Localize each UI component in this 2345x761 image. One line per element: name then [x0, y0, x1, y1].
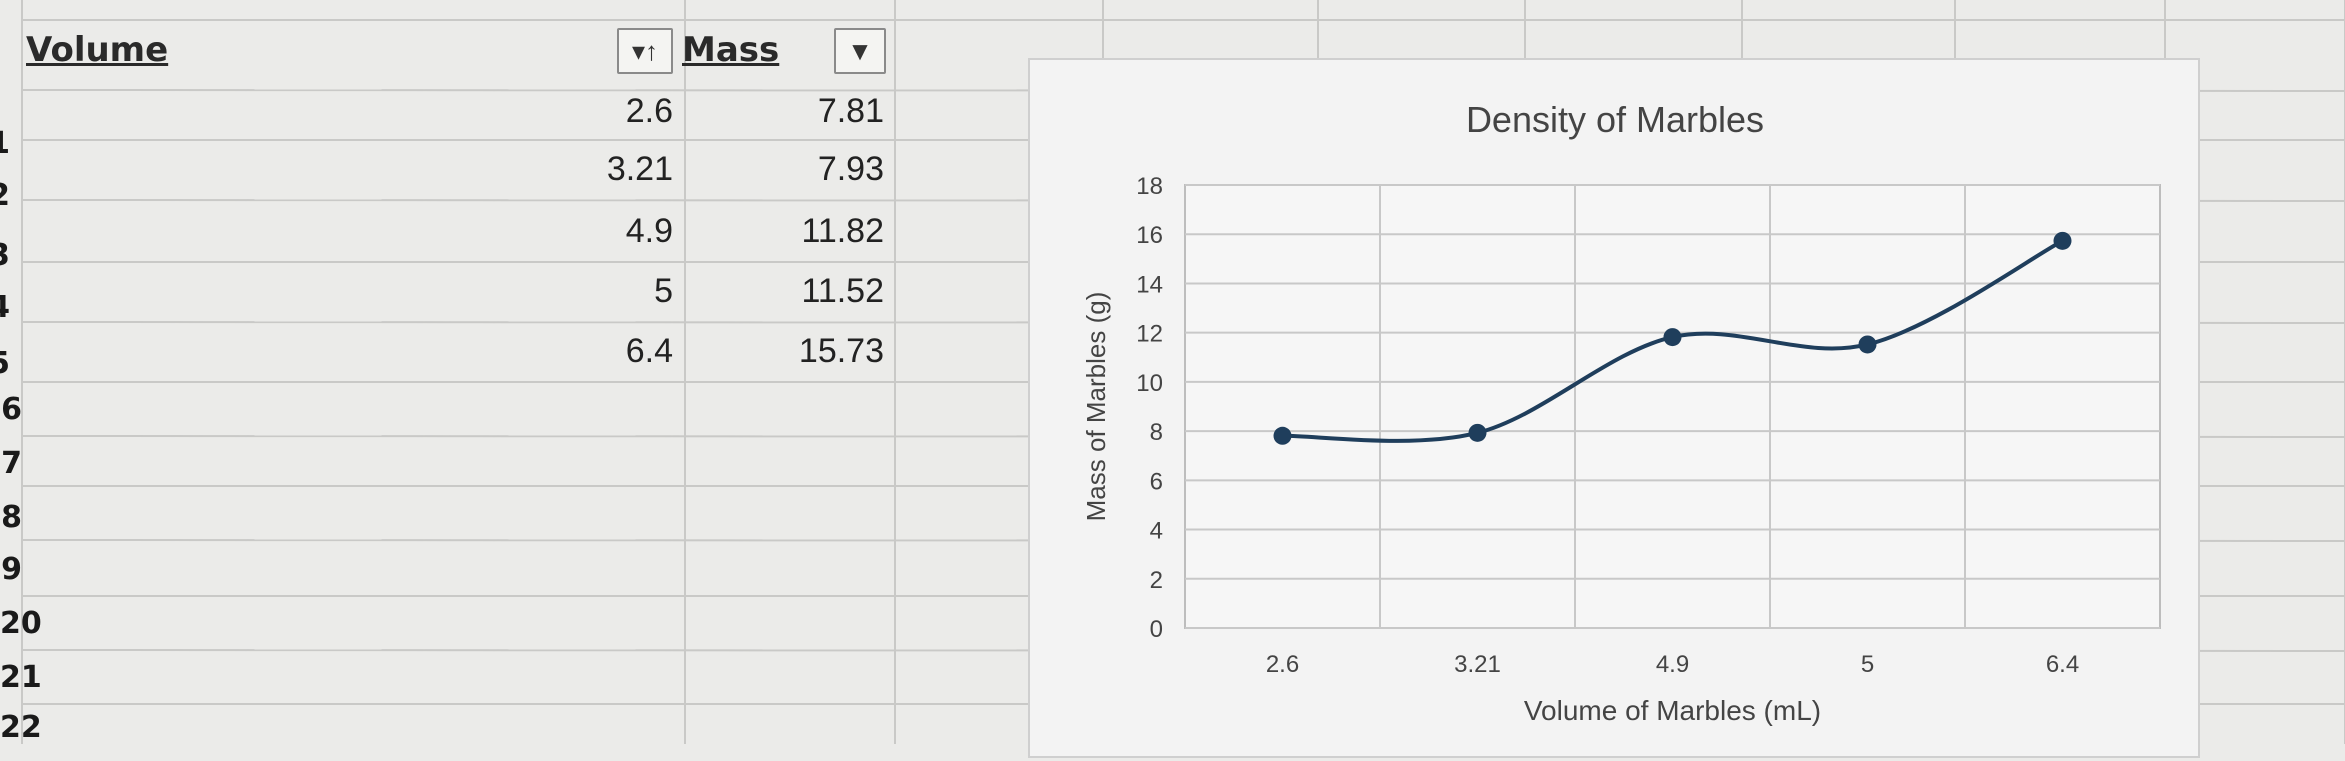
- data-point[interactable]: [1273, 426, 1292, 445]
- row-number[interactable]: 9: [1, 552, 22, 587]
- volume-cell[interactable]: 5: [654, 272, 673, 310]
- row-number[interactable]: 22: [0, 710, 42, 745]
- x-tick-label: 3.21: [1454, 651, 1501, 678]
- y-tick-label: 12: [1136, 321, 1163, 348]
- volume-column-header[interactable]: Volume: [26, 30, 169, 70]
- row-number[interactable]: 4: [0, 290, 10, 325]
- mass-cell[interactable]: 15.73: [798, 332, 884, 370]
- data-point[interactable]: [1858, 335, 1877, 354]
- data-point[interactable]: [2053, 231, 2072, 250]
- mass-cell[interactable]: 11.82: [801, 212, 884, 250]
- row-number[interactable]: 3: [0, 238, 10, 273]
- y-tick-label: 6: [1150, 468, 1163, 495]
- row-number[interactable]: 6: [1, 392, 22, 427]
- mass-column-header[interactable]: Mass: [682, 30, 780, 70]
- x-tick-label: 2.6: [1266, 651, 1299, 678]
- mass-filter-button[interactable]: ▼: [834, 28, 886, 74]
- y-tick-label: 18: [1136, 173, 1163, 200]
- row-number[interactable]: 8: [1, 500, 22, 535]
- mass-cell[interactable]: 7.93: [817, 150, 884, 188]
- chart-plot: Density of Marbles 0 2 4 6 8 10 12 14 16 18 2.6 3.21…: [1081, 99, 2161, 726]
- plot-area: [1184, 184, 2161, 629]
- chart-title: Density of Marbles: [1466, 99, 1764, 140]
- y-tick-label: 10: [1136, 370, 1163, 397]
- row-number[interactable]: 1: [0, 126, 10, 161]
- y-tick-label: 16: [1136, 222, 1163, 249]
- row-number[interactable]: 20: [0, 606, 42, 641]
- filter-dropdown-icon: ▼: [847, 35, 873, 66]
- row-number[interactable]: 2: [0, 178, 10, 213]
- volume-cell[interactable]: 3.21: [606, 150, 673, 188]
- x-tick-label: 6.4: [2046, 651, 2079, 678]
- mass-cell[interactable]: 7.81: [817, 92, 884, 130]
- data-point[interactable]: [1468, 423, 1487, 442]
- sort-ascending-filter-icon: ▾↑: [631, 35, 659, 66]
- y-tick-label: 4: [1150, 518, 1163, 545]
- y-tick-label: 14: [1136, 271, 1163, 298]
- volume-cell[interactable]: 6.4: [625, 332, 673, 370]
- volume-cell[interactable]: 2.6: [625, 92, 673, 130]
- row-number[interactable]: 21: [0, 660, 42, 695]
- y-axis-label: Mass of Marbles (g): [1081, 292, 1111, 522]
- volume-cell[interactable]: 4.9: [625, 212, 673, 250]
- y-tick-label: 2: [1150, 567, 1163, 594]
- y-tick-label: 0: [1150, 616, 1163, 643]
- density-chart[interactable]: Density of Marbles 0 2 4 6 8 10 12 14 16 18 2.6 3.21…: [1028, 58, 2200, 758]
- volume-sort-filter-button[interactable]: ▾↑: [617, 28, 673, 74]
- row-number[interactable]: 5: [0, 346, 10, 381]
- x-tick-label: 5: [1861, 651, 1874, 678]
- data-point[interactable]: [1663, 328, 1682, 347]
- x-axis-label: Volume of Marbles (mL): [1524, 695, 1821, 726]
- y-tick-label: 8: [1150, 419, 1163, 446]
- row-number[interactable]: 7: [1, 446, 22, 481]
- x-tick-label: 4.9: [1656, 651, 1689, 678]
- mass-cell[interactable]: 11.52: [801, 272, 884, 310]
